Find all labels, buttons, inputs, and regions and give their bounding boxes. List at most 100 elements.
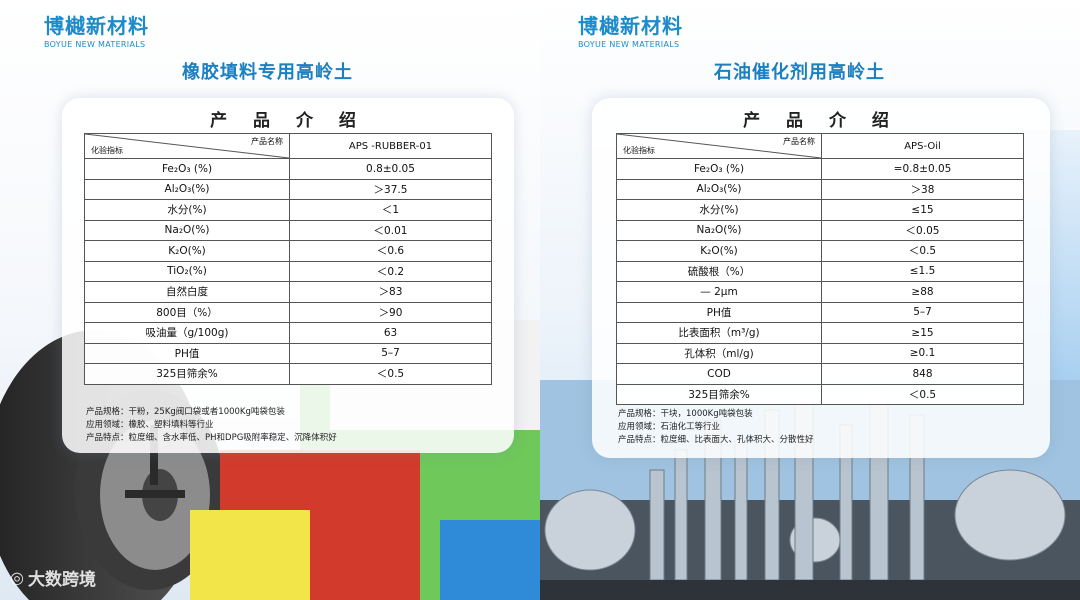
brand-logo: 博樾新材料 BOYUE NEW MATERIALS xyxy=(578,10,683,49)
spec-name-cell: 自然白度 xyxy=(84,281,290,303)
table-row: COD 848 xyxy=(616,363,1024,385)
note-line: 产品特点：粒度细、含水率低、PH和DPG吸附率稳定、沉降体积好 xyxy=(86,433,337,443)
note-line: 应用领域：橡胶、塑料填料等行业 xyxy=(86,420,214,430)
spec-name-cell: COD xyxy=(616,363,822,385)
spec-value-cell: ＜1 xyxy=(289,199,492,221)
spec-name-cell: 比表面积（m³/g) xyxy=(616,322,822,344)
brand-name-cn: 博樾新材料 xyxy=(578,14,683,38)
watermark-logo-icon: ◎ xyxy=(10,568,24,587)
spec-name-cell: 水分(%) xyxy=(616,199,822,221)
spec-name-cell: 325目筛余% xyxy=(616,383,822,405)
spec-value-cell: ≥15 xyxy=(821,322,1024,344)
spec-value-cell: 5–7 xyxy=(289,342,492,364)
spec-table: 产品名称 化验指标 APS -RUBBER-01 Fe₂O₃ (%) 0.8±0.… xyxy=(84,133,492,385)
spec-name-cell: Al₂O₃(%) xyxy=(84,178,290,200)
table-row: 孔体积（ml/g) ≥0.1 xyxy=(616,342,1024,364)
spec-value-cell: 0.8±0.05 xyxy=(289,158,492,180)
table-row: TiO₂(%) ＜0.2 xyxy=(84,260,492,282)
spec-name-cell: K₂O(%) xyxy=(616,240,822,262)
note-line: 产品特点：粒度细、比表面大、孔体积大、分散性好 xyxy=(618,435,814,445)
rubber-kaolin-panel: ◎ 大数跨境 博樾新材料 BOYUE NEW MATERIALS 橡胶填料专用高… xyxy=(0,0,540,600)
spec-name-cell: Na₂O(%) xyxy=(616,219,822,241)
brand-logo: 博樾新材料 BOYUE NEW MATERIALS xyxy=(44,10,149,49)
spec-value-cell: 848 xyxy=(821,363,1024,385)
header-corner-cell: 产品名称 化验指标 xyxy=(84,133,290,159)
spec-name-cell: 吸油量（g/100g) xyxy=(84,322,290,344)
table-row: 硫酸根（%） ≤1.5 xyxy=(616,260,1024,282)
table-row: Al₂O₃(%) ＞37.5 xyxy=(84,178,492,200)
product-name-cell: APS-Oil xyxy=(821,133,1024,159)
spec-name-cell: Na₂O(%) xyxy=(84,219,290,241)
product-intro-card: 产 品 介 绍 产品名称 化验指标 APS-Oil Fe₂O₃ (%) =0.8±… xyxy=(592,98,1050,458)
product-name-cell: APS -RUBBER-01 xyxy=(289,133,492,159)
table-row: Al₂O₃(%) ＞38 xyxy=(616,178,1024,200)
table-row: 325目筛余% ＜0.5 xyxy=(616,383,1024,405)
spec-value-cell: =0.8±0.05 xyxy=(821,158,1024,180)
note-line: 产品规格：干块，1000Kg吨袋包装 xyxy=(618,409,753,419)
table-row: 水分(%) ＜1 xyxy=(84,199,492,221)
spec-value-cell: ＞37.5 xyxy=(289,178,492,200)
spec-name-cell: TiO₂(%) xyxy=(84,260,290,282)
header-corner-cell: 产品名称 化验指标 xyxy=(616,133,822,159)
table-header-row: 产品名称 化验指标 APS-Oil xyxy=(616,133,1024,159)
spec-name-cell: 孔体积（ml/g) xyxy=(616,342,822,364)
watermark: ◎ 大数跨境 xyxy=(10,568,96,590)
page-subtitle: 橡胶填料专用高岭土 xyxy=(182,62,353,83)
card-title: 产 品 介 绍 xyxy=(743,111,899,131)
spec-value-cell: ＜0.01 xyxy=(289,219,492,241)
spec-name-cell: 800目（%） xyxy=(84,301,290,323)
spec-name-cell: — 2μm xyxy=(616,281,822,303)
spec-name-cell: 325目筛余% xyxy=(84,363,290,385)
table-row: 吸油量（g/100g) 63 xyxy=(84,322,492,344)
spec-table: 产品名称 化验指标 APS-Oil Fe₂O₃ (%) =0.8±0.05 Al₂O… xyxy=(616,133,1024,405)
spec-name-cell: Fe₂O₃ (%) xyxy=(616,158,822,180)
table-row: 比表面积（m³/g) ≥15 xyxy=(616,322,1024,344)
spec-name-cell: Al₂O₃(%) xyxy=(616,178,822,200)
spec-value-cell: ＜0.5 xyxy=(821,240,1024,262)
note-line: 产品规格：干粉，25Kg阀口袋或者1000Kg吨袋包装 xyxy=(86,407,285,417)
spec-name-cell: Fe₂O₃ (%) xyxy=(84,158,290,180)
spec-value-cell: ＞90 xyxy=(289,301,492,323)
spec-value-cell: ＞83 xyxy=(289,281,492,303)
table-row: PH值 5–7 xyxy=(84,342,492,364)
table-row: K₂O(%) ＜0.5 xyxy=(616,240,1024,262)
product-notes: 产品规格：干块，1000Kg吨袋包装 应用领域：石油化工等行业 产品特点：粒度细… xyxy=(618,408,814,447)
table-row: K₂O(%) ＜0.6 xyxy=(84,240,492,262)
table-row: Na₂O(%) ＜0.01 xyxy=(84,219,492,241)
spec-value-cell: ≥0.1 xyxy=(821,342,1024,364)
product-intro-card: 产 品 介 绍 产品名称 化验指标 APS -RUBBER-01 Fe₂O₃ (… xyxy=(62,98,514,453)
table-row: 800目（%） ＞90 xyxy=(84,301,492,323)
spec-name-cell: 硫酸根（%） xyxy=(616,260,822,282)
table-header-row: 产品名称 化验指标 APS -RUBBER-01 xyxy=(84,133,492,159)
spec-name-cell: PH值 xyxy=(84,342,290,364)
spec-value-cell: ＜0.5 xyxy=(289,363,492,385)
spec-value-cell: ＞38 xyxy=(821,178,1024,200)
spec-value-cell: ≤1.5 xyxy=(821,260,1024,282)
page-subtitle: 石油催化剂用高岭土 xyxy=(714,62,885,83)
card-title: 产 品 介 绍 xyxy=(210,111,366,131)
spec-value-cell: ＜0.2 xyxy=(289,260,492,282)
spec-value-cell: 63 xyxy=(289,322,492,344)
spec-name-cell: 水分(%) xyxy=(84,199,290,221)
spec-value-cell: ＜0.05 xyxy=(821,219,1024,241)
spec-name-cell: K₂O(%) xyxy=(84,240,290,262)
spec-value-cell: ≤15 xyxy=(821,199,1024,221)
table-row: Fe₂O₃ (%) =0.8±0.05 xyxy=(616,158,1024,180)
table-row: 自然白度 ＞83 xyxy=(84,281,492,303)
spec-value-cell: 5–7 xyxy=(821,301,1024,323)
table-row: Fe₂O₃ (%) 0.8±0.05 xyxy=(84,158,492,180)
spec-value-cell: ＜0.5 xyxy=(821,383,1024,405)
table-row: 水分(%) ≤15 xyxy=(616,199,1024,221)
note-line: 应用领域：石油化工等行业 xyxy=(618,422,721,432)
spec-value-cell: ≥88 xyxy=(821,281,1024,303)
table-row: Na₂O(%) ＜0.05 xyxy=(616,219,1024,241)
brand-name-cn: 博樾新材料 xyxy=(44,14,149,38)
table-row: 325目筛余% ＜0.5 xyxy=(84,363,492,385)
spec-name-cell: PH值 xyxy=(616,301,822,323)
brand-name-en: BOYUE NEW MATERIALS xyxy=(578,40,680,49)
table-row: — 2μm ≥88 xyxy=(616,281,1024,303)
product-notes: 产品规格：干粉，25Kg阀口袋或者1000Kg吨袋包装 应用领域：橡胶、塑料填料… xyxy=(86,406,337,445)
table-row: PH值 5–7 xyxy=(616,301,1024,323)
oil-catalyst-kaolin-panel: 博樾新材料 BOYUE NEW MATERIALS 石油催化剂用高岭土 产 品 … xyxy=(540,0,1080,600)
spec-value-cell: ＜0.6 xyxy=(289,240,492,262)
